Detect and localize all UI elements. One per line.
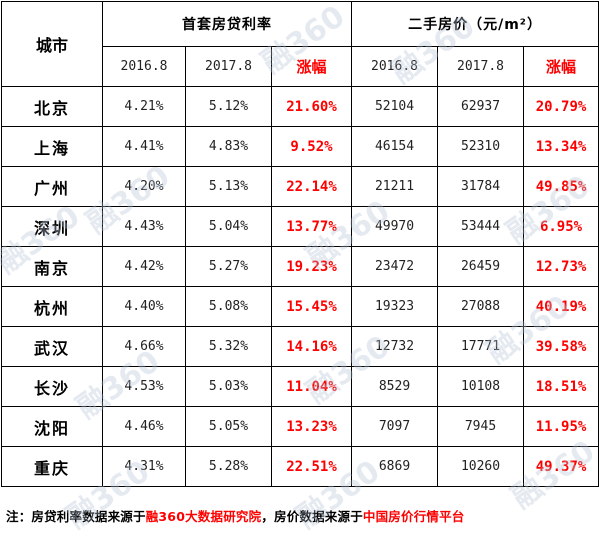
rate-2016-cell: 4.42% — [102, 246, 186, 287]
rate-change-header: 涨幅 — [270, 46, 353, 87]
footnote-middle: ，房价数据来源于 — [261, 509, 363, 524]
table-row: 南京 4.42% 5.27% 19.23% 23472 26459 12.73% — [1, 246, 600, 287]
price-2017-cell: 31784 — [437, 166, 525, 207]
price-2016-header: 2016.8 — [351, 46, 439, 87]
price-change-header: 涨幅 — [523, 46, 600, 87]
price-2016-cell: 19323 — [351, 286, 439, 327]
rate-2017-cell: 5.32% — [185, 326, 272, 367]
rate-change-cell: 21.60% — [270, 86, 353, 127]
table-row: 杭州 4.40% 5.08% 15.45% 19323 27088 40.19% — [1, 286, 600, 327]
price-2017-cell: 7945 — [437, 406, 525, 447]
price-change-cell: 6.95% — [523, 206, 600, 247]
header-row-2: 2016.8 2017.8 涨幅 2016.8 2017.8 涨幅 — [2, 46, 600, 87]
rate-2016-cell: 4.20% — [102, 166, 186, 207]
rate-change-cell: 15.45% — [270, 286, 353, 327]
city-name: 长沙 — [1, 366, 103, 407]
price-change-cell: 39.58% — [523, 326, 600, 367]
header-row-1: 城市 首套房贷利率 二手房价（元/m²） — [1, 1, 600, 87]
rate-2016-cell: 4.66% — [102, 326, 186, 367]
rate-2017-cell: 5.12% — [185, 86, 272, 127]
city-name: 上海 — [1, 126, 103, 167]
rate-change-cell: 9.52% — [270, 126, 353, 167]
price-change-cell: 20.79% — [523, 86, 600, 127]
rate-2017-cell: 5.08% — [185, 286, 272, 327]
city-name: 南京 — [1, 246, 103, 287]
rate-2016-cell: 4.21% — [102, 86, 186, 127]
rate-change-cell: 19.23% — [270, 246, 353, 287]
city-name: 广州 — [1, 166, 103, 207]
rate-change-cell: 11.04% — [270, 366, 353, 407]
rate-2016-header: 2016.8 — [102, 46, 186, 87]
price-change-cell: 12.73% — [523, 246, 600, 287]
rate-2016-cell: 4.43% — [102, 206, 186, 247]
rate-change-cell: 14.16% — [270, 326, 353, 367]
housing-data-table: 城市 首套房贷利率 二手房价（元/m²） 2016.8 2017.8 涨幅 20… — [1, 1, 600, 487]
price-2016-cell: 49970 — [351, 206, 439, 247]
footnote: 注：房贷利率数据来源于融360大数据研究院，房价数据来源于中国房价行情平台 — [6, 506, 465, 525]
rate-2017-cell: 4.83% — [185, 126, 272, 167]
rate-change-cell: 13.77% — [270, 206, 353, 247]
price-change-cell: 40.19% — [523, 286, 600, 327]
rate-2017-cell: 5.04% — [185, 206, 272, 247]
city-name: 重庆 — [1, 446, 103, 487]
footnote-source-prices: 中国房价行情平台 — [362, 509, 465, 524]
rate-change-cell: 22.14% — [270, 166, 353, 207]
city-name: 杭州 — [1, 286, 103, 327]
house-price-group-header: 二手房价（元/m²） — [351, 1, 600, 47]
rate-2017-cell: 5.03% — [185, 366, 272, 407]
rate-change-cell: 22.51% — [270, 446, 353, 487]
rate-2017-cell: 5.27% — [185, 246, 272, 287]
price-2017-header: 2017.8 — [437, 46, 525, 87]
rate-2017-cell: 5.13% — [185, 166, 272, 207]
city-column-header: 城市 — [1, 1, 103, 87]
price-2017-cell: 17771 — [437, 326, 525, 367]
mortgage-rate-group-header: 首套房贷利率 — [101, 1, 353, 47]
price-2017-cell: 26459 — [437, 246, 525, 287]
price-2016-cell: 46154 — [351, 126, 439, 167]
price-2016-cell: 12732 — [351, 326, 439, 367]
price-2017-cell: 52310 — [437, 126, 525, 167]
price-2017-cell: 27088 — [437, 286, 525, 327]
table-row: 武汉 4.66% 5.32% 14.16% 12732 17771 39.58% — [1, 326, 600, 367]
price-2016-cell: 52104 — [351, 86, 439, 127]
rate-2017-cell: 5.28% — [185, 446, 272, 487]
footnote-source-rates: 融360大数据研究院 — [145, 509, 262, 524]
price-change-cell: 49.85% — [523, 166, 600, 207]
city-name: 深圳 — [1, 206, 103, 247]
city-name: 武汉 — [1, 326, 103, 367]
footnote-prefix: 注：房贷利率数据来源于 — [6, 509, 146, 524]
price-change-cell: 11.95% — [523, 406, 600, 447]
rate-2017-header: 2017.8 — [185, 46, 272, 87]
table-row: 长沙 4.53% 5.03% 11.04% 8529 10108 18.51% — [1, 366, 600, 407]
table-row: 北京 4.21% 5.12% 21.60% 52104 62937 20.79% — [1, 86, 600, 127]
price-change-cell: 49.37% — [523, 446, 600, 487]
table-row: 重庆 4.31% 5.28% 22.51% 6869 10260 49.37% — [1, 446, 600, 487]
price-2016-cell: 8529 — [351, 366, 439, 407]
price-2016-cell: 7097 — [351, 406, 439, 447]
price-change-cell: 13.34% — [523, 126, 600, 167]
rate-2016-cell: 4.41% — [102, 126, 186, 167]
price-2017-cell: 10260 — [437, 446, 525, 487]
price-change-cell: 18.51% — [523, 366, 600, 407]
table-row: 深圳 4.43% 5.04% 13.77% 49970 53444 6.95% — [1, 206, 600, 247]
rate-2016-cell: 4.31% — [102, 446, 186, 487]
city-name: 沈阳 — [1, 406, 103, 447]
price-2017-cell: 10108 — [437, 366, 525, 407]
table-row: 上海 4.41% 4.83% 9.52% 46154 52310 13.34% — [1, 126, 600, 167]
rate-2016-cell: 4.53% — [102, 366, 186, 407]
city-name: 北京 — [1, 86, 103, 127]
table-row: 沈阳 4.46% 5.05% 13.23% 7097 7945 11.95% — [1, 406, 600, 447]
price-2016-cell: 6869 — [351, 446, 439, 487]
price-2016-cell: 21211 — [351, 166, 439, 207]
price-2017-cell: 62937 — [437, 86, 525, 127]
price-2016-cell: 23472 — [351, 246, 439, 287]
rate-2016-cell: 4.40% — [102, 286, 186, 327]
rate-2017-cell: 5.05% — [185, 406, 272, 447]
rate-2016-cell: 4.46% — [102, 406, 186, 447]
rate-change-cell: 13.23% — [270, 406, 353, 447]
table-row: 广州 4.20% 5.13% 22.14% 21211 31784 49.85% — [1, 166, 600, 207]
price-2017-cell: 53444 — [437, 206, 525, 247]
